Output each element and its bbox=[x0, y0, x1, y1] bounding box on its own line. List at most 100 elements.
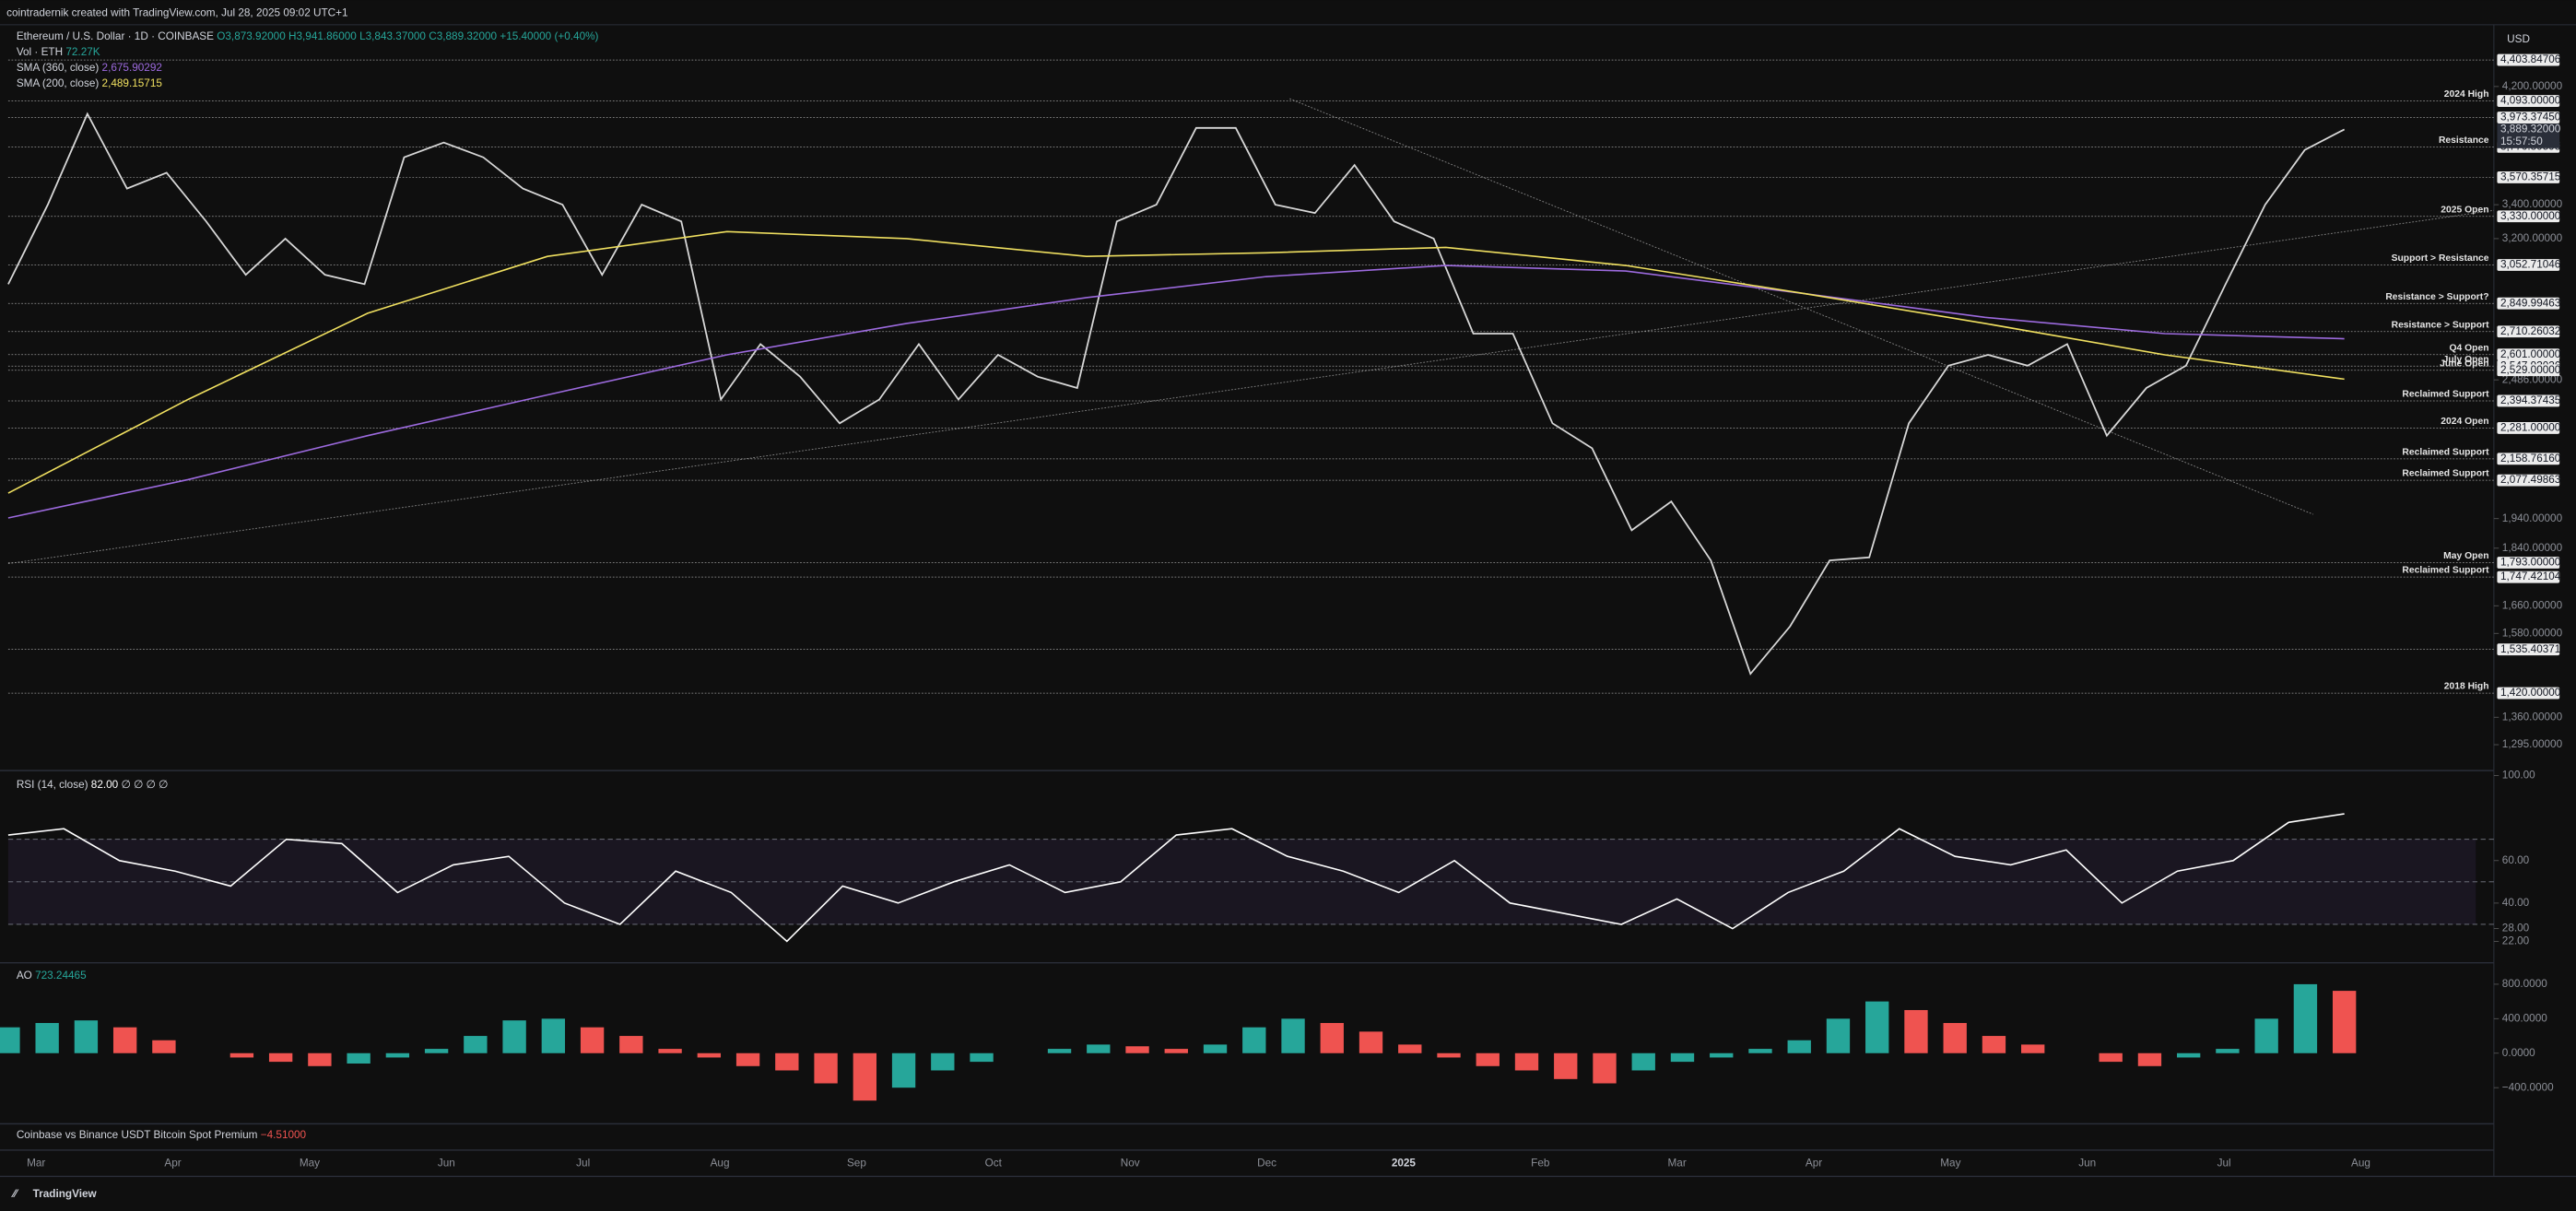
ao-bar bbox=[891, 1052, 916, 1088]
ao-bar bbox=[853, 1052, 876, 1101]
rsi-line bbox=[7, 813, 2345, 943]
ao-bar bbox=[2254, 1018, 2278, 1053]
ao-bar bbox=[1437, 1052, 1461, 1058]
change: +15.40000 (+0.40%) bbox=[500, 30, 598, 42]
ao-legend: AO 723.24465 bbox=[17, 970, 87, 982]
ao-bar bbox=[1904, 1009, 1928, 1053]
level-tag bbox=[2497, 53, 2560, 66]
level-note: Q4 Open bbox=[2449, 343, 2488, 353]
ao-bar bbox=[112, 1027, 137, 1053]
legend-value: 2,675.90292 bbox=[102, 62, 162, 74]
level-note: 2025 Open bbox=[2441, 205, 2488, 215]
level-note: Reclaimed Support bbox=[2402, 390, 2489, 400]
x-tick-label: Jun bbox=[2078, 1157, 2096, 1169]
brand-logo: ⁄⁄ bbox=[10, 1188, 19, 1200]
legend-name: RSI (14, close) bbox=[17, 779, 88, 791]
ao-bar bbox=[1359, 1031, 1383, 1053]
ao-bar bbox=[2137, 1052, 2162, 1066]
level-tag bbox=[2497, 557, 2560, 569]
ao-bar bbox=[74, 1020, 99, 1053]
level-note: 2024 High bbox=[2444, 89, 2489, 100]
ao-bar bbox=[658, 1049, 682, 1053]
legend-value: 723.24465 bbox=[35, 970, 87, 982]
level-tag bbox=[2497, 364, 2560, 377]
level-tag bbox=[2497, 687, 2560, 700]
level-label: 3,052.71046 bbox=[2500, 259, 2561, 271]
level-note: Reclaimed Support bbox=[2402, 447, 2489, 457]
sma360-legend: SMA (360, close) 2,675.90292 bbox=[17, 62, 162, 74]
ao-bar bbox=[1748, 1049, 1772, 1053]
x-tick-label: Jul bbox=[576, 1157, 590, 1169]
ao-bar bbox=[541, 1018, 566, 1053]
y-tick-label: 1,940.00000 bbox=[2502, 512, 2563, 524]
ao-bar bbox=[1710, 1052, 1734, 1058]
ao-bar bbox=[2177, 1052, 2201, 1058]
x-tick-label: May bbox=[300, 1157, 320, 1169]
level-tag bbox=[2497, 394, 2560, 407]
ao-bar bbox=[1398, 1044, 1422, 1053]
sma200-legend: SMA (200, close) 2,489.15715 bbox=[17, 77, 163, 89]
x-tick-label: 2025 bbox=[1392, 1157, 1417, 1169]
x-tick-label: Nov bbox=[1121, 1157, 1140, 1169]
level-tag bbox=[2497, 112, 2560, 123]
level-label: 1,793.00000 bbox=[2500, 557, 2561, 569]
symbol-name: Ethereum / U.S. Dollar · 1D · COINBASE bbox=[17, 30, 214, 42]
level-note: Reclaimed Support bbox=[2402, 469, 2489, 479]
ao-bar bbox=[385, 1052, 410, 1058]
premium-legend: Coinbase vs Binance USDT Bitcoin Spot Pr… bbox=[17, 1129, 307, 1141]
level-note: May Open bbox=[2443, 551, 2488, 561]
x-tick-label: Apr bbox=[164, 1157, 181, 1169]
level-note: July Open bbox=[2443, 355, 2489, 365]
ao-bar bbox=[1865, 1001, 1889, 1053]
ao-bar bbox=[970, 1052, 994, 1063]
level-label: 2,158.76160 bbox=[2500, 453, 2561, 464]
x-tick-label: May bbox=[1940, 1157, 1960, 1169]
x-tick-label: Oct bbox=[985, 1157, 1003, 1169]
y-tick-label: 2,486.00000 bbox=[2502, 373, 2563, 385]
header: cointradernik created with TradingView.c… bbox=[6, 7, 347, 19]
ao-tick-label: 400.0000 bbox=[2502, 1012, 2547, 1024]
rsi-tick-label: 22.00 bbox=[2502, 935, 2530, 947]
level-tag bbox=[2497, 171, 2560, 183]
level-label: 3,330.00000 bbox=[2500, 210, 2561, 222]
ao-bar bbox=[814, 1052, 838, 1084]
ao-bar bbox=[2099, 1052, 2123, 1063]
level-tag bbox=[2497, 297, 2560, 310]
y-tick-label: 1,580.00000 bbox=[2502, 627, 2563, 639]
ao-bar bbox=[619, 1036, 643, 1053]
ao-tick-label: 800.0000 bbox=[2502, 978, 2547, 990]
legend-value: −4.51000 bbox=[261, 1129, 307, 1141]
level-label: 2,601.00000 bbox=[2500, 348, 2561, 360]
ao-bar bbox=[347, 1052, 371, 1064]
level-tag bbox=[2497, 453, 2560, 465]
ao-bar bbox=[1281, 1018, 1305, 1053]
y-tick-label: 3,400.00000 bbox=[2502, 198, 2563, 210]
level-tag bbox=[2497, 95, 2560, 107]
ao-bar bbox=[2332, 991, 2357, 1053]
ao-bar bbox=[1164, 1049, 1188, 1053]
volume: Vol · ETH 72.27K bbox=[17, 46, 100, 58]
ao-bar bbox=[1982, 1036, 2006, 1053]
level-label: 2,281.00000 bbox=[2500, 422, 2561, 434]
legend-name: Coinbase vs Binance USDT Bitcoin Spot Pr… bbox=[17, 1129, 258, 1141]
rsi-tick-label: 28.00 bbox=[2502, 923, 2530, 935]
series-line bbox=[7, 265, 2345, 519]
ao-bar bbox=[35, 1023, 59, 1053]
x-tick-label: Mar bbox=[1668, 1157, 1687, 1169]
level-label: 2,849.99463 bbox=[2500, 297, 2561, 309]
ao-bar bbox=[268, 1052, 293, 1063]
symbol: Ethereum / U.S. Dollar · 1D · COINBASE O… bbox=[17, 30, 599, 42]
rsi-tick-label: 100.00 bbox=[2502, 770, 2535, 782]
ao-bar bbox=[308, 1052, 332, 1066]
ao-bar bbox=[1826, 1018, 1851, 1053]
brand[interactable]: TradingView bbox=[33, 1188, 98, 1200]
ohlc: O3,873.92000 H3,941.86000 L3,843.37000 C… bbox=[217, 30, 497, 42]
level-label: 2,529.00000 bbox=[2500, 364, 2561, 376]
level-tag bbox=[2497, 643, 2560, 656]
x-tick-label: Aug bbox=[2351, 1157, 2370, 1169]
ao-bar bbox=[2293, 983, 2318, 1053]
volume-label: Vol · ETH bbox=[17, 46, 63, 58]
level-label: 3,973.37450 bbox=[2500, 112, 2561, 123]
y-tick-label: 1,360.00000 bbox=[2502, 711, 2563, 723]
